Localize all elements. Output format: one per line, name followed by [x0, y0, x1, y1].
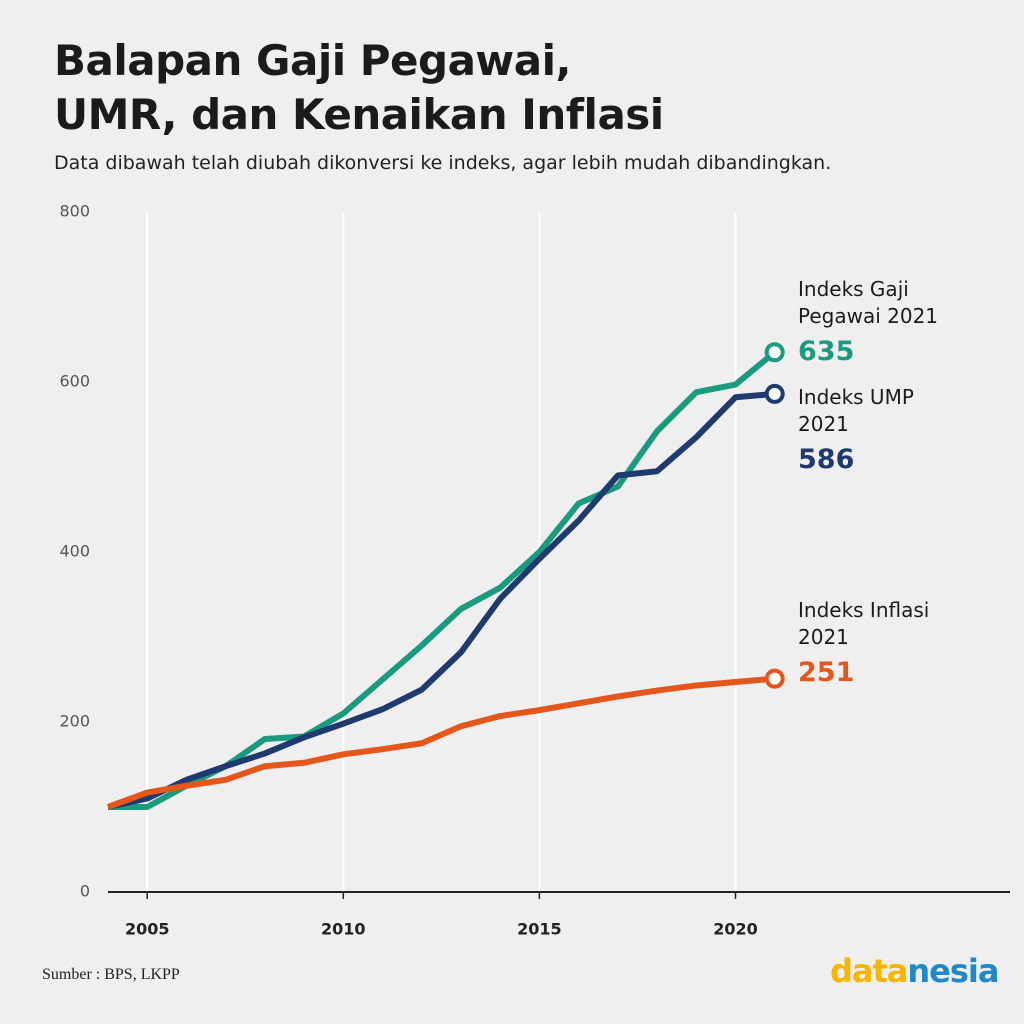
title-line: UMR, dan Kenaikan Inflasi [54, 90, 664, 139]
series-line [108, 349, 777, 810]
end-marker [764, 668, 785, 689]
title: Balapan Gaji Pegawai, UMR, dan Kenaikan … [54, 34, 664, 142]
end-marker [764, 383, 785, 404]
series-label: Indeks UMP 2021 [798, 385, 914, 436]
end-marker [764, 342, 785, 363]
series-line [106, 675, 775, 810]
series-label: Indeks Inflasi 2021 [798, 598, 930, 649]
title-line: Balapan Gaji Pegawai, [54, 36, 571, 85]
series-line [107, 390, 775, 810]
y-tick-label: 400 [59, 542, 90, 561]
y-tick-label: 0 [80, 882, 90, 901]
logo-part: nesia [907, 952, 999, 990]
series-label: Indeks Gaji Pegawai 2021 [798, 277, 939, 328]
source: Sumber : BPS, LKPP [42, 966, 180, 983]
logo-part: data [830, 952, 908, 990]
value-label: 586 [798, 444, 855, 475]
y-tick-label: 200 [59, 712, 90, 731]
y-tick-label: 800 [59, 202, 90, 221]
x-tick-label: 2020 [713, 920, 758, 939]
subtitle: Data dibawah telah diubah dikonversi ke … [54, 152, 832, 174]
x-tick-label: 2015 [517, 920, 562, 939]
y-tick-label: 600 [59, 372, 90, 391]
value-label: 635 [798, 336, 855, 367]
x-tick-label: 2005 [125, 920, 170, 939]
value-label: 251 [798, 657, 855, 688]
x-tick-label: 2010 [321, 920, 366, 939]
logo: datanesia [830, 952, 999, 990]
